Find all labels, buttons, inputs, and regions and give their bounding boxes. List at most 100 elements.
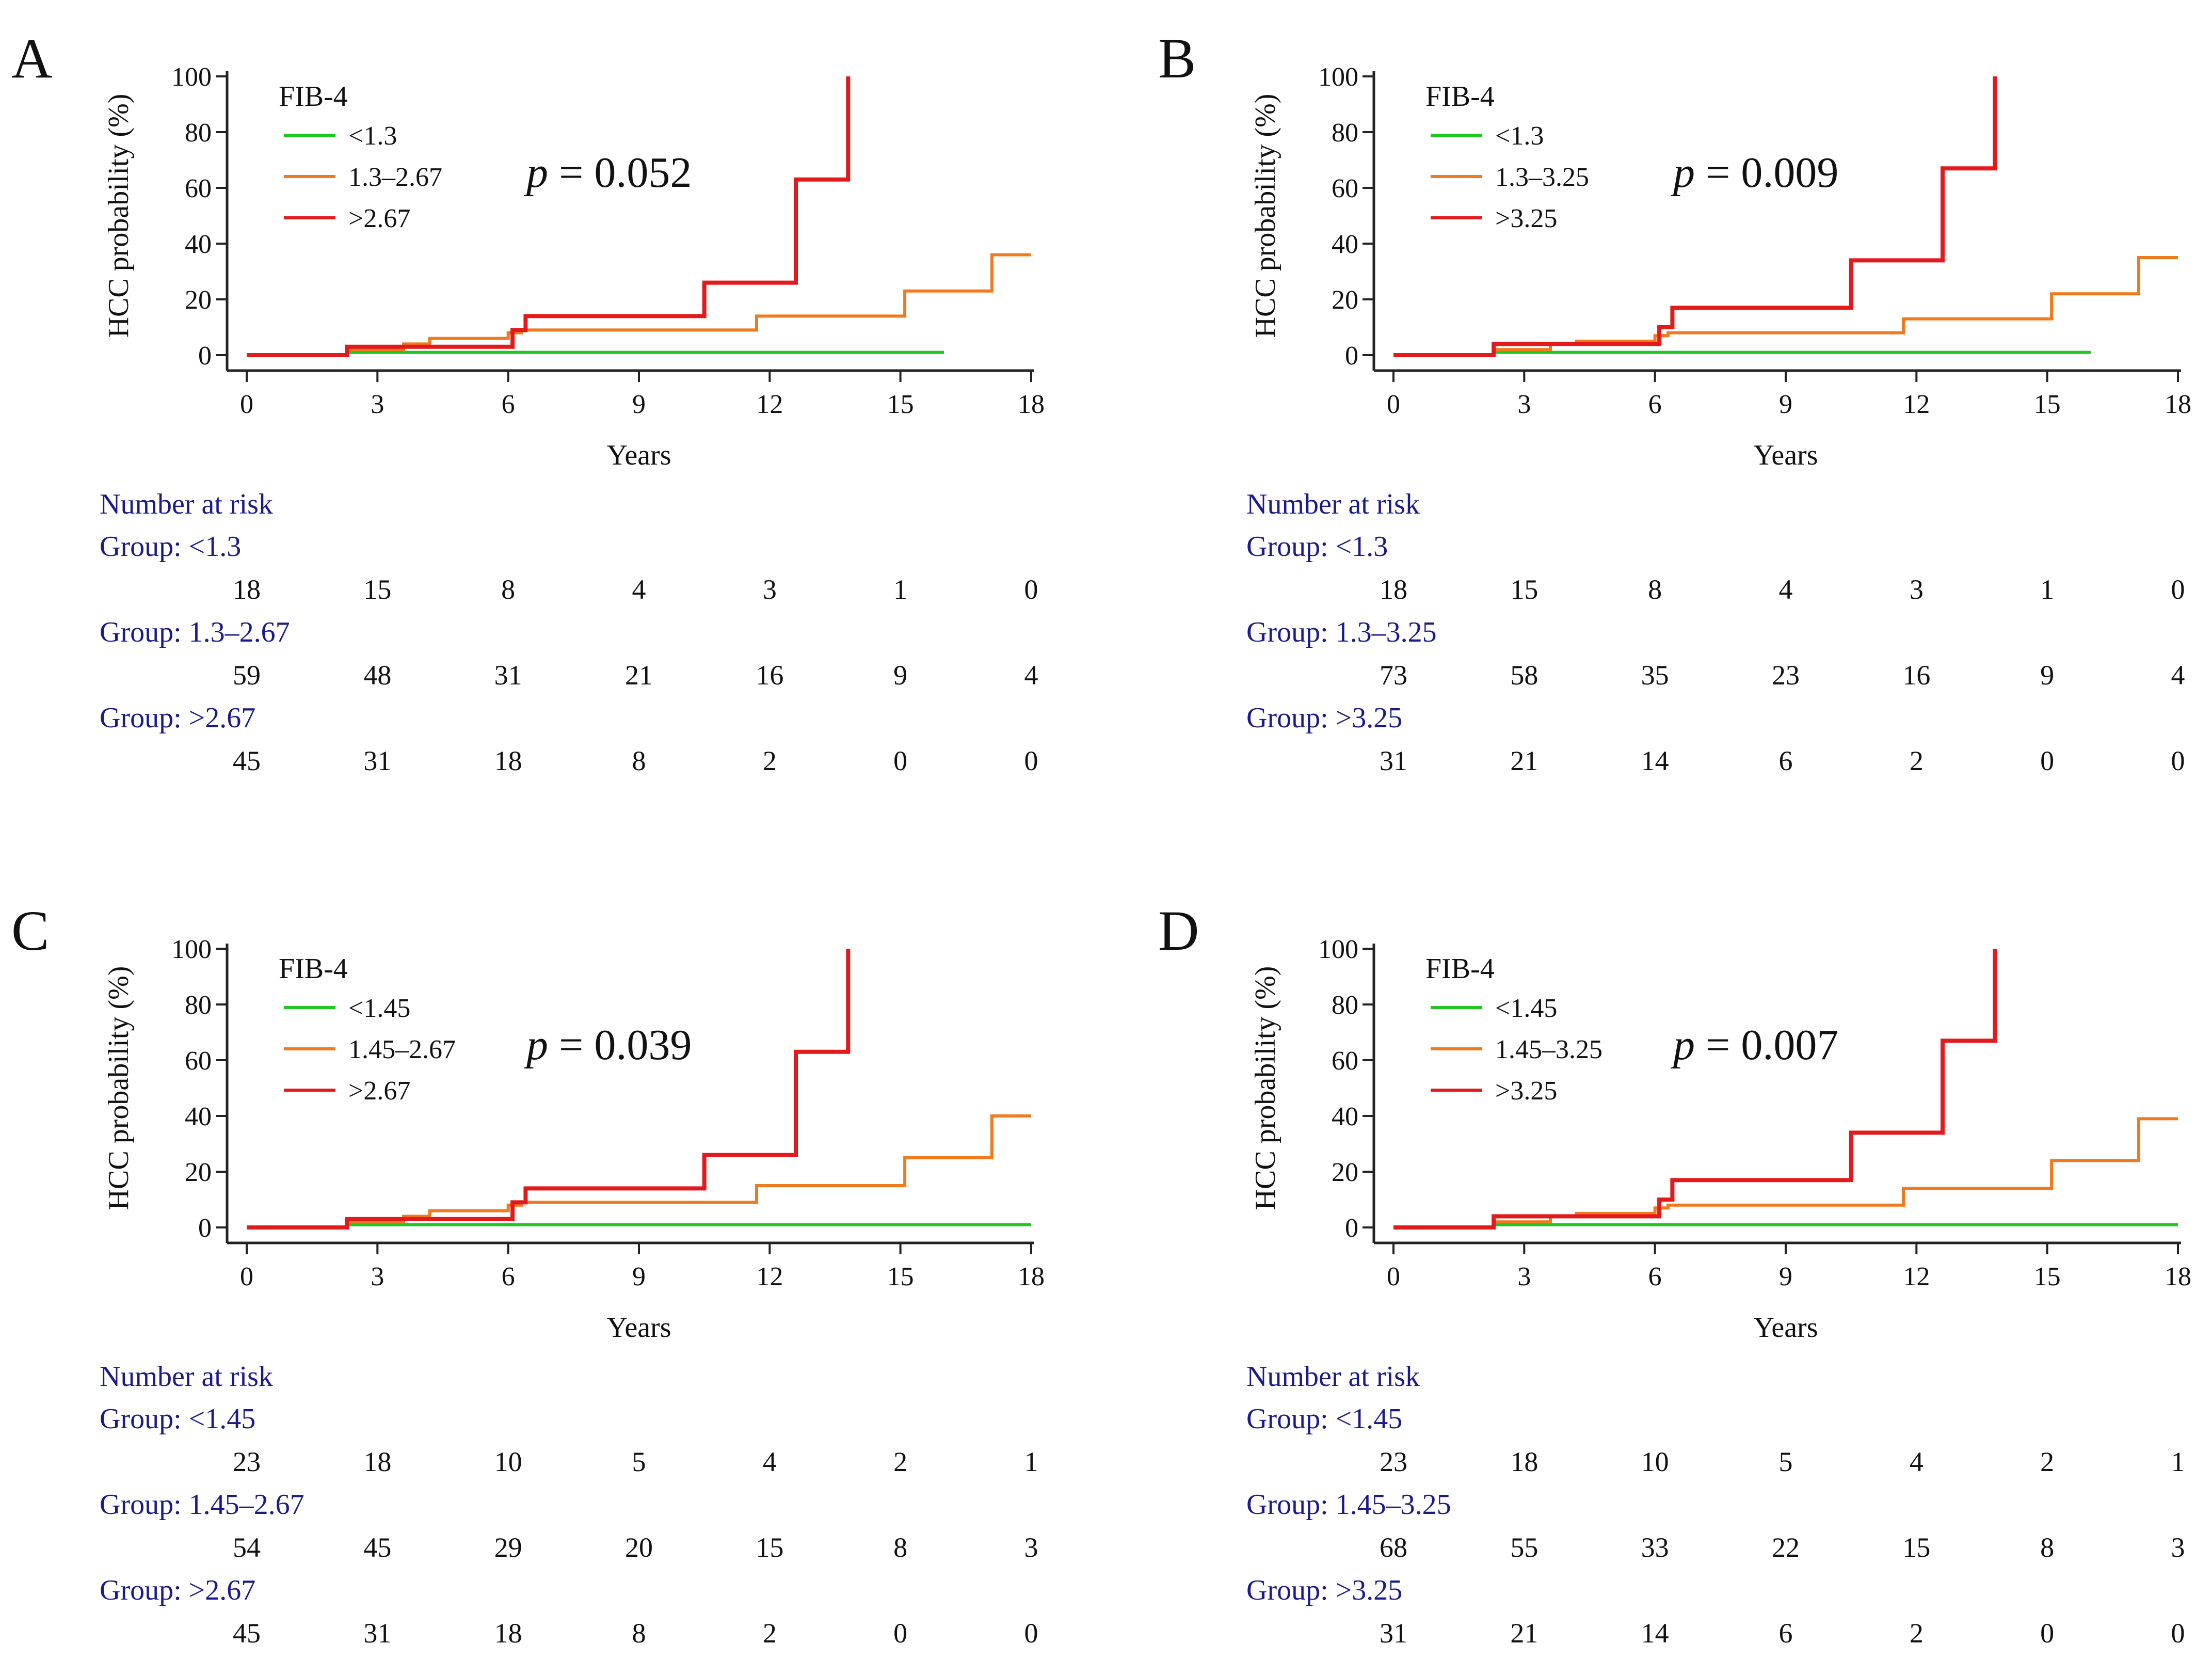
risk-count: 58 — [1510, 660, 1538, 691]
risk-count: 22 — [1772, 1532, 1800, 1563]
series-line-high — [247, 76, 851, 357]
series-line-high — [1393, 76, 1997, 357]
risk-count: 15 — [363, 574, 391, 605]
p-value-symbol: p — [524, 149, 548, 197]
p-value: p = 0.052 — [524, 149, 692, 197]
risk-count: 8 — [1648, 574, 1662, 605]
risk-group-label: Group: 1.45–2.67 — [100, 1489, 304, 1521]
risk-count: 6 — [1779, 1618, 1793, 1649]
x-tick-label: 6 — [502, 1262, 515, 1291]
panel-letter: B — [1158, 27, 1196, 90]
risk-count: 2 — [1910, 745, 1924, 776]
y-tick-label: 60 — [1332, 1046, 1358, 1076]
risk-count: 14 — [1641, 1618, 1669, 1649]
risk-count: 2 — [763, 1618, 777, 1649]
risk-count: 8 — [501, 574, 515, 605]
y-tick-label: 60 — [185, 174, 212, 203]
risk-count: 33 — [1641, 1532, 1669, 1563]
risk-count: 1 — [2040, 574, 2054, 605]
x-tick-label: 15 — [887, 1262, 914, 1291]
x-tick-label: 0 — [1387, 1262, 1400, 1291]
risk-table-title: Number at risk — [100, 1361, 273, 1393]
legend-label-mid: 1.3–2.67 — [348, 163, 442, 192]
risk-count: 4 — [1024, 660, 1038, 691]
risk-count: 18 — [363, 1446, 391, 1477]
x-tick-label: 12 — [1903, 390, 1930, 419]
risk-count: 0 — [1024, 745, 1038, 776]
risk-count: 45 — [233, 1618, 261, 1649]
risk-table-title: Number at risk — [1246, 488, 1420, 520]
series-line-mid — [1393, 256, 2178, 357]
x-tick-label: 9 — [632, 1262, 646, 1291]
risk-count: 3 — [2171, 1532, 2185, 1563]
risk-group-label: Group: 1.3–3.25 — [1246, 616, 1437, 648]
risk-group-label: Group: >2.67 — [100, 702, 255, 734]
risk-count: 31 — [494, 660, 522, 691]
risk-count: 0 — [1024, 574, 1038, 605]
x-tick-label: 6 — [1648, 1262, 1662, 1291]
risk-count: 0 — [2040, 745, 2054, 776]
y-tick-label: 20 — [1332, 1158, 1358, 1187]
risk-count: 2 — [1910, 1618, 1924, 1649]
series-line-high — [247, 949, 851, 1230]
p-value-number: = 0.009 — [1695, 149, 1838, 197]
risk-count: 1 — [1024, 1446, 1038, 1477]
p-value-number: = 0.052 — [548, 149, 692, 197]
x-tick-label: 0 — [1387, 390, 1400, 419]
legend-label-low: <1.45 — [348, 994, 410, 1023]
x-tick-label: 3 — [1517, 1262, 1531, 1291]
y-tick-label: 80 — [1332, 118, 1358, 148]
risk-count: 31 — [1380, 745, 1407, 776]
y-tick-label: 100 — [1318, 935, 1358, 964]
risk-count: 18 — [1380, 574, 1407, 605]
risk-count: 2 — [893, 1446, 907, 1477]
risk-count: 4 — [763, 1446, 777, 1477]
legend-label-mid: 1.45–2.67 — [348, 1035, 456, 1064]
legend-label-mid: 1.45–3.25 — [1495, 1035, 1602, 1064]
x-tick-label: 9 — [632, 390, 646, 419]
y-axis-label: HCC probability (%) — [103, 94, 135, 338]
risk-count: 4 — [632, 574, 646, 605]
risk-count: 8 — [2040, 1532, 2054, 1563]
risk-group-label: Group: <1.45 — [100, 1403, 255, 1435]
y-tick-label: 100 — [171, 62, 212, 92]
y-tick-label: 40 — [1332, 230, 1358, 259]
y-tick-label: 0 — [198, 341, 212, 371]
risk-count: 15 — [1902, 1532, 1930, 1563]
risk-count: 31 — [363, 1618, 391, 1649]
risk-count: 45 — [233, 745, 261, 776]
risk-count: 16 — [756, 660, 783, 691]
risk-count: 0 — [1024, 1618, 1038, 1649]
risk-count: 73 — [1380, 660, 1407, 691]
x-tick-label: 15 — [2034, 1262, 2061, 1291]
risk-count: 15 — [756, 1532, 783, 1563]
risk-count: 18 — [494, 1618, 522, 1649]
x-tick-label: 15 — [887, 390, 914, 419]
series-line-mid — [247, 1114, 1031, 1229]
y-axis-label: HCC probability (%) — [1249, 966, 1281, 1210]
legend-label-high: >3.25 — [1495, 204, 1557, 233]
y-tick-label: 40 — [185, 230, 212, 259]
y-tick-label: 80 — [185, 991, 212, 1020]
risk-count: 2 — [763, 745, 777, 776]
y-tick-label: 0 — [1345, 1214, 1358, 1243]
risk-table-title: Number at risk — [1246, 1361, 1420, 1393]
y-tick-label: 80 — [185, 118, 212, 148]
legend-label-high: >3.25 — [1495, 1076, 1557, 1106]
risk-count: 35 — [1641, 660, 1669, 691]
risk-count: 4 — [2171, 660, 2185, 691]
panel-letter: D — [1158, 899, 1199, 962]
y-tick-label: 0 — [1345, 341, 1358, 371]
risk-count: 55 — [1510, 1532, 1538, 1563]
risk-group-label: Group: >2.67 — [100, 1574, 255, 1606]
risk-table-title: Number at risk — [100, 488, 273, 520]
risk-count: 23 — [233, 1446, 261, 1477]
x-tick-label: 3 — [371, 1262, 384, 1291]
risk-count: 8 — [632, 745, 646, 776]
y-tick-label: 20 — [185, 285, 212, 315]
risk-count: 3 — [1910, 574, 1924, 605]
risk-count: 18 — [233, 574, 261, 605]
